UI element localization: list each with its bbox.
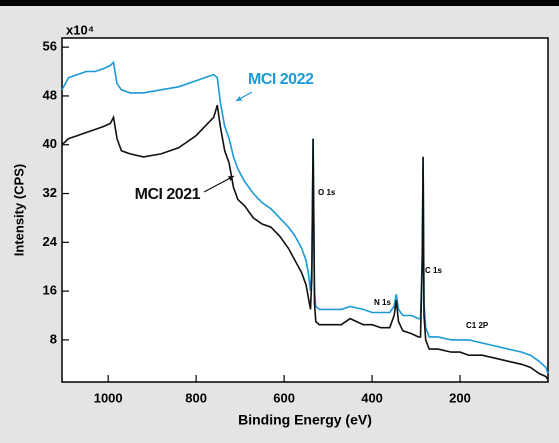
series-arrow <box>203 175 235 193</box>
y-tick-label: 32 <box>43 185 57 200</box>
peak-label: O 1s <box>318 188 336 197</box>
peak-label: C 1s <box>425 266 442 275</box>
peak-label: N 1s <box>374 298 391 307</box>
series-label: MCI 2022 <box>248 71 314 88</box>
y-axis-label: Intensity (CPS) <box>11 164 26 256</box>
x-tick-label: 400 <box>361 390 383 405</box>
top-bar <box>0 0 559 6</box>
peak-label: C1 2P <box>466 321 489 330</box>
data-line <box>61 104 549 381</box>
y-tick-label: 56 <box>43 39 57 54</box>
y-tick-label: 16 <box>43 283 57 298</box>
x-axis-label: Binding Energy (eV) <box>238 412 372 428</box>
x-tick-label: 600 <box>273 390 295 405</box>
y-tick-label: 24 <box>43 234 58 249</box>
plot-area <box>61 37 549 383</box>
arrow-head <box>228 176 234 181</box>
y-multiplier: x10⁴ <box>66 22 94 37</box>
y-tick-label: 8 <box>50 331 57 346</box>
x-tick-label: 200 <box>449 390 471 405</box>
arrow-head <box>236 96 242 101</box>
series-label: MCI 2021 <box>135 186 201 203</box>
y-tick-label: 40 <box>43 136 57 151</box>
x-tick-label: 1000 <box>94 390 123 405</box>
x-tick-label: 800 <box>185 390 207 405</box>
y-tick-label: 48 <box>43 87 57 102</box>
